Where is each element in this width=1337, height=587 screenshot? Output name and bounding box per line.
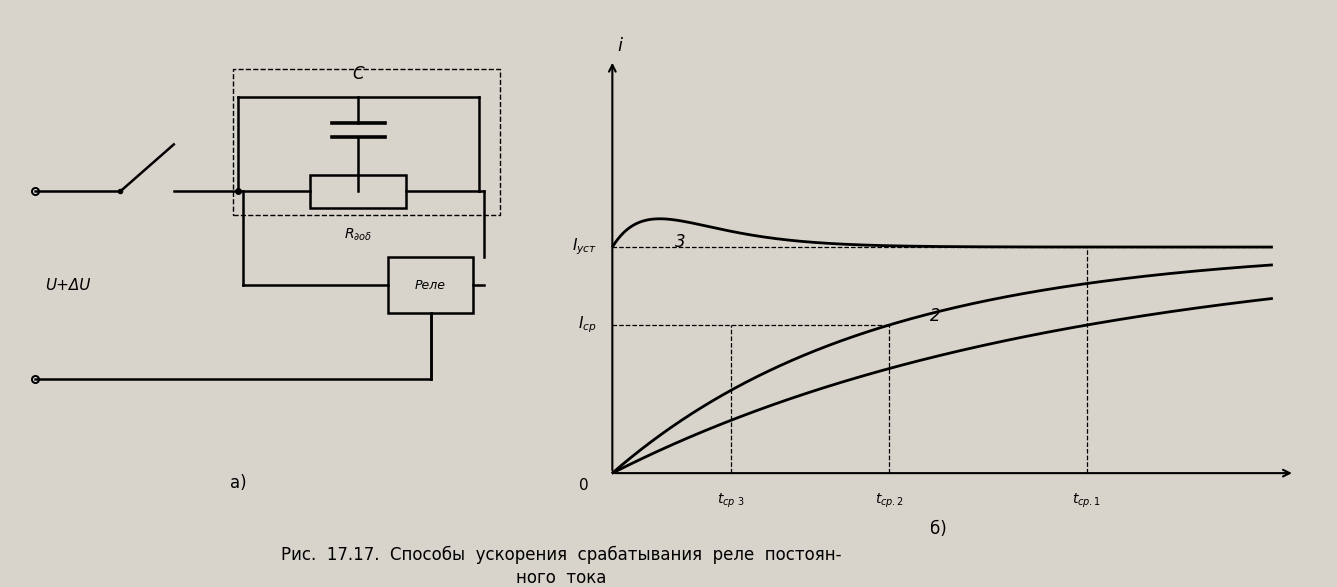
Text: 2: 2 — [931, 307, 940, 325]
Text: $t_{ср.2}$: $t_{ср.2}$ — [874, 492, 904, 510]
Bar — [310, 175, 406, 208]
Text: C: C — [353, 65, 364, 83]
Text: $t_{ср.1}$: $t_{ср.1}$ — [1072, 492, 1102, 510]
Text: ного  тока: ного тока — [516, 569, 607, 587]
Text: б): б) — [929, 520, 947, 538]
Text: $R_{\partial o\delta}$: $R_{\partial o\delta}$ — [344, 227, 373, 243]
Text: U+ΔU: U+ΔU — [45, 278, 91, 293]
Text: а): а) — [230, 474, 246, 492]
Text: Рис.  17.17.  Способы  ускорения  срабатывания  реле  постоян-: Рис. 17.17. Способы ускорения срабатыван… — [281, 546, 842, 564]
Text: $t_{ср\ 3}$: $t_{ср\ 3}$ — [717, 492, 745, 510]
Text: i: i — [618, 37, 623, 55]
Text: $I_{ср}$: $I_{ср}$ — [578, 315, 596, 335]
Bar — [388, 257, 473, 313]
Text: 3: 3 — [675, 233, 686, 251]
Text: 0: 0 — [579, 478, 590, 493]
Text: $I_{уст}$: $I_{уст}$ — [572, 237, 596, 257]
Bar — [233, 69, 500, 215]
Text: Реле: Реле — [414, 279, 447, 292]
